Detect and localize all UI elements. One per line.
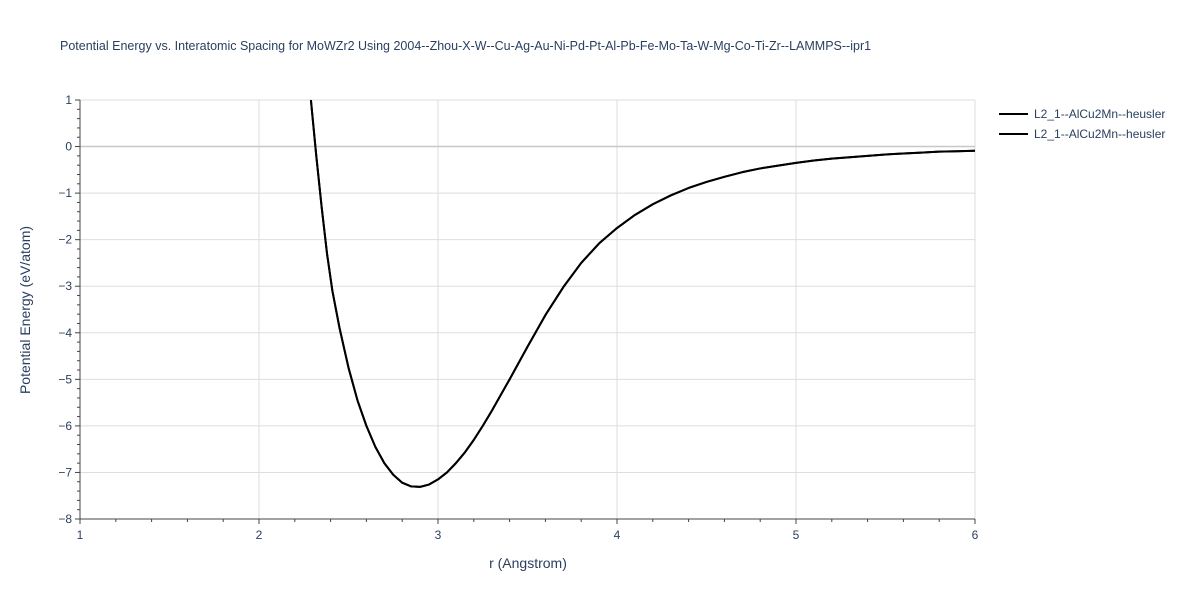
y-tick-label: −1 xyxy=(58,186,72,200)
x-tick-label: 1 xyxy=(77,528,84,542)
axes-layer: 1 2 3 4 5 6 1 0 −1 −2 −3 −4 −5 −6 −7 −8 xyxy=(58,93,978,542)
x-tick-label: 6 xyxy=(972,528,979,542)
x-tick-label: 2 xyxy=(256,528,263,542)
legend: L2_1--AlCu2Mn--heusler L2_1--AlCu2Mn--heu… xyxy=(999,107,1165,141)
y-tick-label: −6 xyxy=(58,419,72,433)
x-axis-title: r (Angstrom) xyxy=(489,555,567,571)
series-line-2 xyxy=(309,100,975,488)
x-tick-label: 3 xyxy=(435,528,442,542)
series-line-1 xyxy=(309,100,975,488)
chart-title: Potential Energy vs. Interatomic Spacing… xyxy=(60,39,871,53)
x-tick-label: 5 xyxy=(793,528,800,542)
y-tick-label: 1 xyxy=(65,93,72,107)
y-tick-label: −7 xyxy=(58,465,72,479)
grid-layer xyxy=(80,99,976,519)
y-axis-title: Potential Energy (eV/atom) xyxy=(17,226,33,394)
y-tick-label: −8 xyxy=(58,512,72,526)
legend-label-2: L2_1--AlCu2Mn--heusler xyxy=(1034,127,1165,141)
y-tick-label: −2 xyxy=(58,233,72,247)
legend-label-1: L2_1--AlCu2Mn--heusler xyxy=(1034,107,1165,121)
y-tick-label: −5 xyxy=(58,372,72,386)
y-tick-label: 0 xyxy=(65,140,72,154)
x-tick-label: 4 xyxy=(614,528,621,542)
series-layer xyxy=(309,100,975,488)
y-tick-label: −4 xyxy=(58,326,72,340)
y-tick-label: −3 xyxy=(58,279,72,293)
